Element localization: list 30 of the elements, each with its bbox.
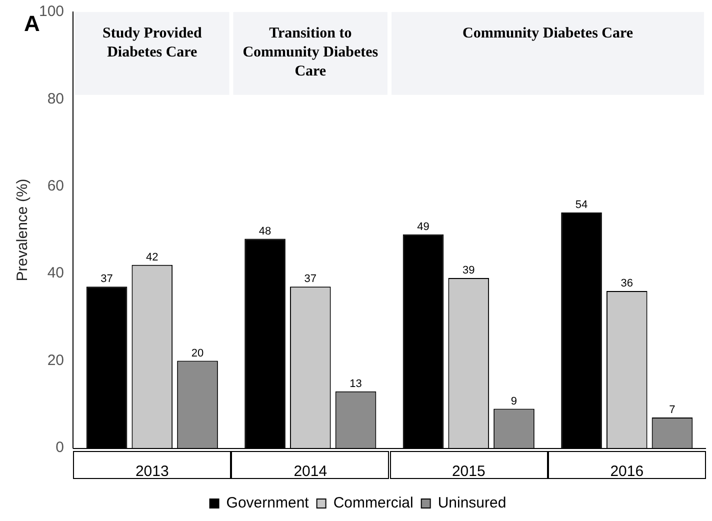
data-label: 42 [146, 251, 158, 264]
y-tick-label: 100 [38, 3, 64, 20]
data-label: 54 [575, 199, 588, 212]
data-label: 39 [462, 264, 475, 276]
legend-label: Uninsured [438, 494, 506, 512]
data-label: 36 [620, 278, 634, 290]
data-label: 13 [350, 378, 362, 390]
data-label: 37 [304, 273, 317, 286]
legend-label: Government [226, 494, 310, 512]
x-tick-label: 2014 [294, 463, 328, 480]
x-tick-label: 2015 [452, 463, 486, 480]
band-label: Transition to Community Diabetes Care [242, 25, 378, 80]
band-label: Community Diabetes Care [462, 25, 634, 42]
y-tick-label: 40 [47, 264, 64, 282]
y-tick-label: 60 [47, 178, 64, 195]
y-tick-label: 20 [47, 352, 64, 369]
data-label: 7 [669, 404, 676, 416]
data-label: 9 [510, 395, 518, 408]
band-label: Study Provided Diabetes Care [102, 25, 202, 60]
data-label: 20 [191, 347, 204, 360]
y-axis-title: Prevalence (%) [14, 178, 32, 282]
data-label: 49 [417, 220, 430, 233]
y-tick-label: 0 [56, 439, 64, 456]
data-label: 37 [100, 273, 113, 286]
legend-label: Commercial [333, 494, 414, 512]
y-tick-label: 80 [47, 90, 64, 108]
x-tick-label: 2016 [610, 463, 644, 480]
text: A [24, 11, 40, 36]
data-label: 48 [258, 225, 272, 238]
x-tick-label: 2013 [135, 463, 169, 480]
